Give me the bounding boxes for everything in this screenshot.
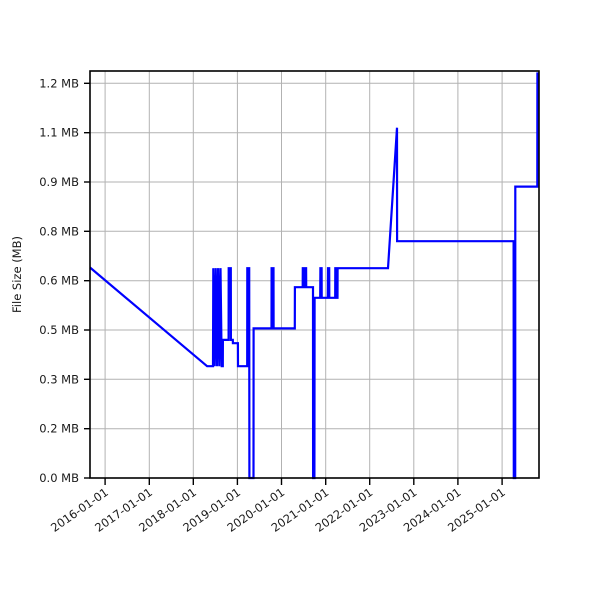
y-tick-label: 0.2 MB bbox=[39, 422, 79, 436]
data-series bbox=[89, 72, 539, 480]
y-tick-label: 0.9 MB bbox=[39, 175, 79, 189]
y-tick-label: 1.2 MB bbox=[39, 76, 79, 90]
y-tick-label: 0.3 MB bbox=[39, 372, 79, 386]
plot-border bbox=[89, 70, 540, 479]
y-axis-label: File Size (MB) bbox=[10, 236, 24, 313]
series-line-file-size bbox=[89, 72, 539, 480]
tick-marks bbox=[84, 82, 503, 485]
y-tick-label: 0.6 MB bbox=[39, 274, 79, 288]
y-tick-label: 0.0 MB bbox=[39, 471, 79, 485]
axes-spines bbox=[89, 70, 540, 479]
y-tick-label: 0.8 MB bbox=[39, 224, 79, 238]
gridlines bbox=[90, 71, 539, 479]
y-tick-label: 0.5 MB bbox=[39, 323, 79, 337]
y-tick-label: 1.1 MB bbox=[39, 126, 79, 140]
